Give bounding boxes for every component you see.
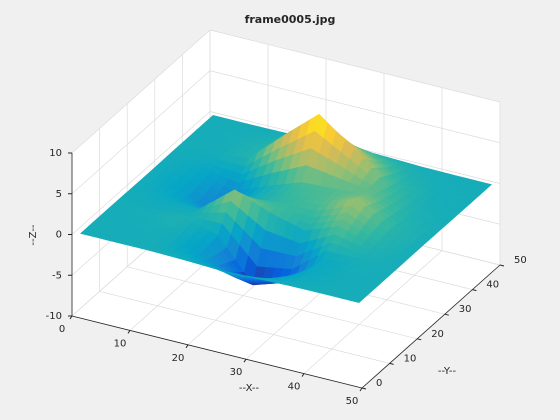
grid-line <box>99 291 390 364</box>
x-tick <box>359 387 363 392</box>
y-tick <box>444 313 449 316</box>
z-tick-label: 5 <box>56 189 62 200</box>
surface <box>80 113 492 303</box>
grid-line <box>71 111 211 235</box>
z-tick-label: -10 <box>46 311 62 322</box>
x-tick <box>301 373 305 377</box>
x-tick <box>185 344 189 349</box>
x-tick-label: 10 <box>114 338 127 349</box>
y-tick-label: 50 <box>514 255 527 266</box>
y-axis-label: --Y-- <box>438 366 457 377</box>
x-tick-label: 40 <box>288 382 301 393</box>
grid-line <box>209 29 501 103</box>
axis-line <box>361 264 501 389</box>
x-tick <box>243 358 247 363</box>
y-tick <box>361 387 367 390</box>
x-tick <box>127 330 131 334</box>
grid-line <box>71 29 211 154</box>
y-tick-label: 0 <box>376 378 382 389</box>
y-tick-label: 20 <box>431 329 444 340</box>
grid-line <box>71 70 211 195</box>
grid-line <box>127 266 418 340</box>
grid-line <box>209 70 501 144</box>
x-tick-label: 0 <box>59 324 65 335</box>
y-tick-label: 10 <box>404 353 417 364</box>
x-tick-label: 20 <box>172 353 185 364</box>
grid-line <box>303 250 443 374</box>
y-tick <box>499 264 505 267</box>
x-tick-label: 30 <box>230 367 243 378</box>
y-tick <box>417 338 422 341</box>
axis-line <box>71 315 363 389</box>
y-tick <box>472 289 477 292</box>
z-tick-label: 10 <box>49 148 62 159</box>
surface-patch <box>349 296 364 303</box>
z-axis-label: --Z-- <box>28 224 39 246</box>
x-axis-label: --X-- <box>239 383 260 394</box>
y-tick <box>389 362 394 365</box>
y-tick-label: 30 <box>459 304 472 315</box>
chart-title: frame0005.jpg <box>245 13 336 26</box>
x-tick-label: 50 <box>346 396 359 407</box>
z-tick-label: -5 <box>52 270 62 281</box>
y-tick-label: 40 <box>486 280 499 291</box>
z-tick-label: 0 <box>56 230 62 241</box>
